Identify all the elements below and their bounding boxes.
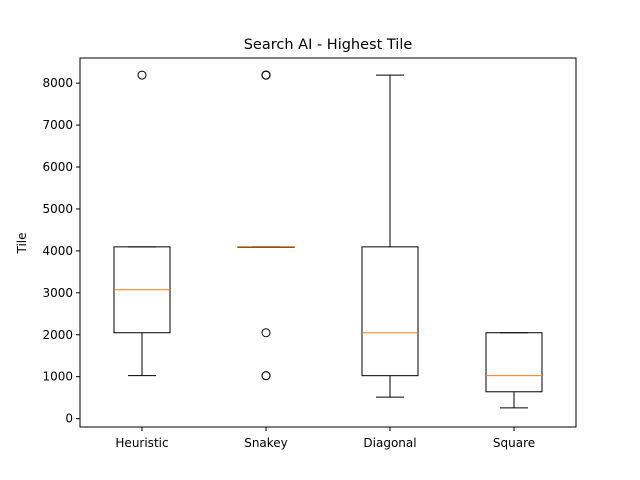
x-tick-label: Heuristic xyxy=(115,436,168,450)
x-tick-label: Snakey xyxy=(244,436,288,450)
y-tick-label: 5000 xyxy=(42,202,73,216)
y-tick-label: 3000 xyxy=(42,286,73,300)
x-tick-label: Square xyxy=(493,436,535,450)
outlier-point xyxy=(137,70,147,80)
x-tick-label: Diagonal xyxy=(363,436,416,450)
plot-area: 0 1000 2000 3000 4000 5000 6000 7000 8000 Heurist… xyxy=(42,57,577,450)
plot-frame xyxy=(79,57,577,428)
y-tick-label: 1000 xyxy=(42,370,73,384)
chart-title: Search AI - Highest Tile xyxy=(244,37,413,53)
outlier-point xyxy=(261,328,271,338)
y-axis-label: Tile xyxy=(15,232,29,254)
y-tick-label: 0 xyxy=(65,412,73,426)
y-tick-label: 6000 xyxy=(42,160,73,174)
y-tick-label: 8000 xyxy=(42,76,73,90)
y-tick-label: 4000 xyxy=(42,244,73,258)
outlier-point xyxy=(261,70,271,80)
y-tick-label: 2000 xyxy=(42,328,73,342)
y-tick-label: 7000 xyxy=(42,118,73,132)
box-iqr xyxy=(485,332,543,393)
outlier-point xyxy=(261,371,271,381)
box-iqr xyxy=(361,246,419,377)
